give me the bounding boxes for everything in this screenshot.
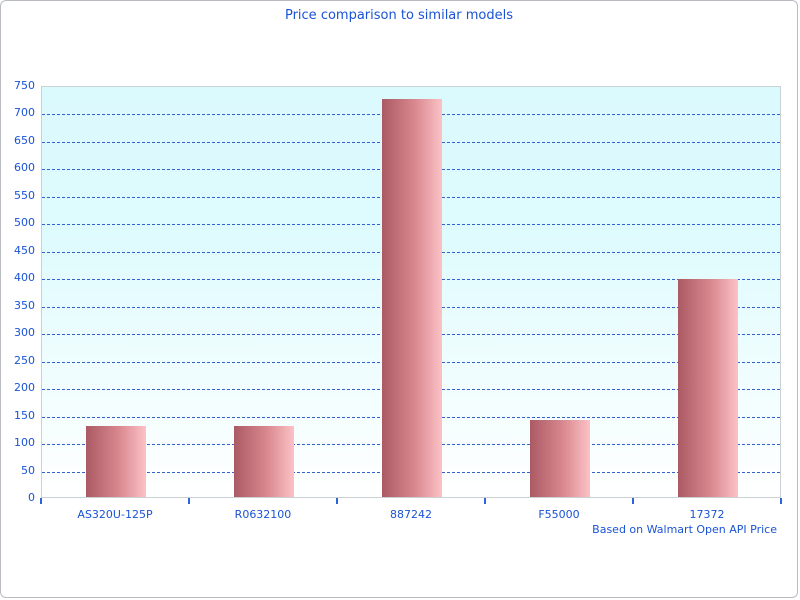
y-axis-tick-label: 400 — [14, 271, 35, 285]
bar-887242 — [382, 99, 442, 497]
y-axis-tick-label: 300 — [14, 326, 35, 340]
bar-AS320U-125P — [86, 425, 146, 497]
y-axis-tick-label: 650 — [14, 133, 35, 147]
x-axis-tick-mark — [484, 498, 486, 504]
y-axis-tick-label: 350 — [14, 298, 35, 312]
plot-area — [41, 86, 781, 498]
y-axis-tick-label: 200 — [14, 381, 35, 395]
y-axis-tick-label: 550 — [14, 188, 35, 202]
x-axis-tick-label: F55000 — [538, 508, 580, 521]
y-axis-tick-label: 450 — [14, 243, 35, 257]
x-axis-tick-mark — [40, 498, 42, 504]
x-axis-tick-label: 887242 — [390, 508, 432, 521]
x-axis-tick-mark — [336, 498, 338, 504]
y-axis-tick-label: 500 — [14, 216, 35, 230]
x-axis-tick-label: R0632100 — [234, 508, 292, 521]
chart-footnote: Based on Walmart Open API Price — [592, 523, 777, 536]
bar-17372 — [678, 279, 738, 497]
y-axis-tick-label: 150 — [14, 408, 35, 422]
x-axis-tick-mark — [188, 498, 190, 504]
y-axis-tick-label: 750 — [14, 79, 35, 92]
y-axis-tick-label: 700 — [14, 106, 35, 120]
x-axis-tick-mark — [632, 498, 634, 504]
bar-F55000 — [530, 420, 590, 497]
y-axis-tick-label: 250 — [14, 353, 35, 367]
bar-R0632100 — [234, 425, 294, 497]
x-axis-tick-label: 17372 — [689, 508, 725, 521]
y-axis-tick-label: 0 — [28, 491, 35, 504]
chart-title: Price comparison to similar models — [284, 8, 514, 23]
y-axis-tick-label: 50 — [21, 463, 35, 477]
y-axis-tick-label: 600 — [14, 161, 35, 175]
x-axis-tick-label: AS320U-125P — [77, 508, 153, 521]
x-axis-tick-mark — [780, 498, 782, 504]
y-axis-tick-label: 100 — [14, 436, 35, 450]
